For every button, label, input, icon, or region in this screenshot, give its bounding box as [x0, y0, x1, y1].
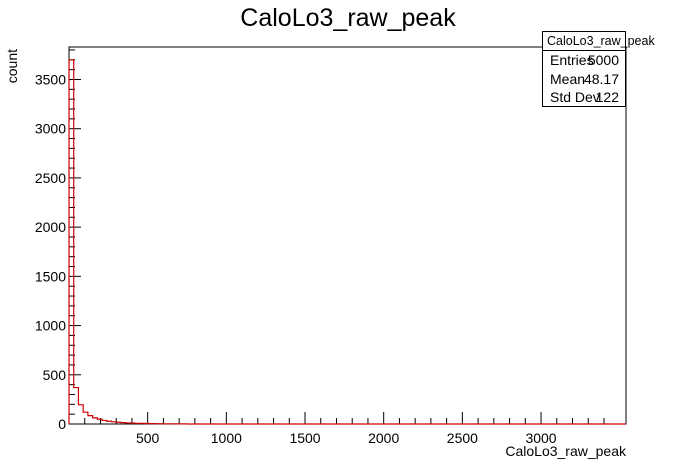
stats-label: Entries [550, 52, 594, 68]
y-tick-label: 2000 [35, 219, 66, 235]
stats-box: CaloLo3_raw_peak Entries 5000 Mean 48.17… [542, 31, 655, 107]
y-tick-label: 3000 [35, 121, 66, 137]
y-axis: 0 500 1000 1500 2000 2500 3000 3500 [35, 49, 81, 432]
y-tick-label: 500 [43, 367, 67, 383]
stats-row-stddev: Std Dev 122 [543, 88, 625, 107]
x-axis: 500 1000 1500 2000 2500 3000 [84, 412, 605, 446]
x-tick-label: 3000 [525, 430, 556, 446]
x-axis-label: CaloLo3_raw_peak [505, 443, 627, 459]
chart-title: CaloLo3_raw_peak [240, 4, 456, 32]
y-tick-label: 1000 [35, 318, 66, 334]
x-tick-label: 2000 [368, 430, 399, 446]
stats-value: 122 [595, 89, 619, 105]
x-tick-label: 2500 [447, 430, 478, 446]
histogram-line [68, 59, 626, 425]
stats-value: 5000 [587, 52, 619, 68]
y-tick-label: 0 [58, 416, 66, 432]
stats-label: Std Dev [550, 89, 600, 105]
y-tick-label: 3500 [35, 71, 66, 87]
stats-row-entries: Entries 5000 [543, 51, 625, 70]
stats-row-mean: Mean 48.17 [543, 70, 625, 89]
x-tick-label: 500 [136, 430, 160, 446]
stats-name: CaloLo3_raw_peak [543, 32, 655, 51]
stats-label: Mean [550, 70, 586, 87]
x-tick-label: 1500 [289, 430, 320, 446]
y-axis-label: count [4, 49, 20, 83]
y-tick-label: 2500 [35, 170, 66, 186]
x-tick-label: 1000 [211, 430, 242, 446]
y-tick-label: 1500 [35, 268, 66, 284]
stats-value: 48.17 [583, 70, 619, 87]
